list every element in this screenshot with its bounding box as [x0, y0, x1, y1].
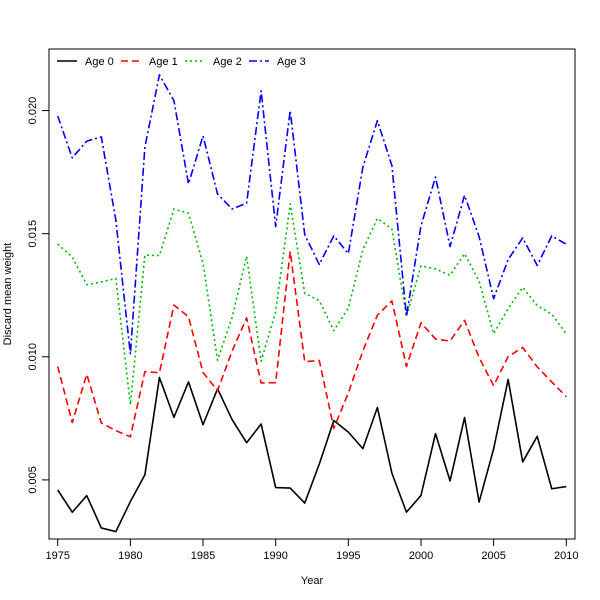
legend-label: Age 1	[149, 56, 178, 68]
y-tick-label: 0.010	[27, 343, 39, 371]
x-tick-label: 2010	[554, 550, 578, 562]
y-tick-label: 0.015	[27, 220, 39, 248]
series-layer	[56, 74, 567, 533]
series-line-age-1	[56, 250, 567, 438]
legend-label: Age 3	[277, 56, 306, 68]
x-axis: 1975 1980 1985 1990 1995 2000 2005 2010	[45, 539, 579, 562]
x-tick-label: 2000	[409, 550, 433, 562]
legend-label: Age 2	[213, 56, 242, 68]
series-line-age-0	[57, 376, 567, 533]
y-axis-title: Discard mean weight	[2, 243, 14, 346]
y-tick-label: 0.020	[27, 97, 39, 125]
x-tick-label: 1980	[118, 550, 142, 562]
x-tick-label: 1990	[263, 550, 287, 562]
x-tick-label: 1985	[191, 550, 215, 562]
x-tick-label: 1995	[336, 550, 360, 562]
series-line-age-3	[56, 74, 567, 356]
plot-frame	[48, 48, 576, 540]
legend: Age 0 Age 1 Age 2 Age 3	[57, 56, 306, 68]
x-axis-title: Year	[301, 575, 324, 587]
x-tick-label: 2005	[481, 550, 505, 562]
y-tick-label: 0.005	[27, 466, 39, 494]
y-axis: 0.005 0.010 0.015 0.020	[27, 97, 49, 494]
legend-label: Age 0	[85, 56, 114, 68]
x-tick-label: 1975	[45, 550, 69, 562]
